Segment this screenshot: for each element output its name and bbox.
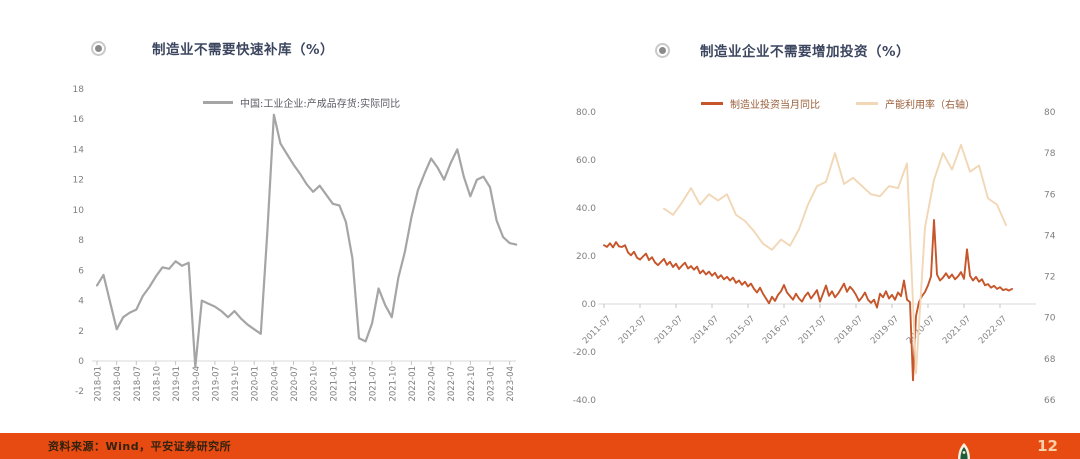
- invest-series-legend: 制造业投资当月同比: [701, 96, 820, 111]
- svg-text:2021-01: 2021-01: [329, 366, 339, 402]
- svg-text:2021-10: 2021-10: [388, 366, 398, 402]
- svg-text:72: 72: [1044, 273, 1055, 283]
- svg-text:74: 74: [1044, 231, 1056, 241]
- svg-text:12: 12: [73, 176, 84, 186]
- svg-text:2021-07: 2021-07: [941, 314, 973, 346]
- svg-text:2018-01: 2018-01: [94, 366, 104, 402]
- svg-text:2020-04: 2020-04: [270, 366, 280, 402]
- svg-text:2014-07: 2014-07: [689, 314, 721, 346]
- footer-bar: 资料来源：Wind，平安证券研究所 12: [0, 433, 1080, 459]
- svg-text:66: 66: [1044, 396, 1056, 406]
- svg-text:18: 18: [73, 85, 85, 95]
- svg-text:0: 0: [78, 357, 84, 367]
- svg-text:2: 2: [78, 327, 84, 337]
- svg-text:2020-01: 2020-01: [251, 366, 261, 402]
- left-chart-header: 制造业不需要快速补库（%）: [91, 38, 334, 58]
- right-chart-title: 制造业企业不需要增加投资（%）: [700, 44, 911, 60]
- svg-text:8: 8: [78, 236, 84, 246]
- svg-text:2022-07: 2022-07: [977, 314, 1009, 346]
- svg-text:2019-07: 2019-07: [211, 366, 221, 402]
- svg-text:2023-01: 2023-01: [487, 366, 497, 402]
- section-bullet-icon: [91, 40, 106, 56]
- svg-text:2019-10: 2019-10: [231, 366, 241, 402]
- svg-text:2021-07: 2021-07: [369, 366, 379, 402]
- section-bullet-icon: [655, 42, 670, 58]
- svg-text:2013-07: 2013-07: [653, 314, 685, 346]
- svg-text:78: 78: [1044, 149, 1056, 159]
- svg-text:70: 70: [1044, 314, 1056, 324]
- svg-text:2011-07: 2011-07: [581, 314, 613, 346]
- svg-text:80: 80: [1044, 108, 1056, 118]
- invest-series-swatch: [701, 102, 723, 105]
- svg-text:2018-04: 2018-04: [113, 366, 123, 402]
- svg-text:2022-10: 2022-10: [467, 366, 477, 402]
- capacity-series-label: 产能利用率（右轴）: [885, 100, 975, 111]
- svg-text:2023-04: 2023-04: [506, 366, 516, 402]
- svg-text:80.0: 80.0: [576, 108, 596, 118]
- svg-text:16: 16: [73, 115, 85, 125]
- svg-text:4: 4: [78, 297, 84, 307]
- inventory-series-label: 中国:工业企业:产成品存货:实际同比: [240, 99, 401, 110]
- svg-text:2020-07: 2020-07: [290, 366, 300, 402]
- svg-text:60.0: 60.0: [576, 156, 596, 166]
- svg-text:40.0: 40.0: [576, 204, 596, 214]
- invest-series-label: 制造业投资当月同比: [730, 100, 820, 111]
- pingan-logo-icon: [958, 443, 970, 459]
- svg-text:6: 6: [78, 266, 84, 276]
- svg-text:2019-07: 2019-07: [869, 314, 901, 346]
- svg-text:2022-01: 2022-01: [408, 366, 418, 402]
- svg-text:76: 76: [1044, 190, 1056, 200]
- page-number: 12: [1037, 437, 1058, 455]
- svg-text:2012-07: 2012-07: [617, 314, 649, 346]
- left-chart-title: 制造业不需要快速补库（%）: [152, 42, 335, 58]
- svg-text:2018-10: 2018-10: [152, 366, 162, 402]
- svg-text:2020-10: 2020-10: [310, 366, 320, 402]
- svg-text:2021-04: 2021-04: [349, 366, 359, 402]
- svg-text:2018-07: 2018-07: [133, 366, 143, 402]
- right-chart-header: 制造业企业不需要增加投资（%）: [655, 40, 910, 60]
- svg-text:2015-07: 2015-07: [725, 314, 757, 346]
- inventory-series-swatch: [203, 101, 233, 104]
- left-chart-legend: 中国:工业企业:产成品存货:实际同比: [203, 95, 400, 110]
- svg-text:2017-07: 2017-07: [797, 314, 829, 346]
- source-text: 资料来源：Wind，平安证券研究所: [48, 440, 232, 453]
- svg-text:-40.0: -40.0: [573, 396, 597, 406]
- capacity-series-swatch: [856, 102, 878, 105]
- svg-text:0.0: 0.0: [582, 300, 597, 310]
- svg-text:-2: -2: [75, 387, 84, 397]
- svg-text:14: 14: [73, 145, 85, 155]
- svg-text:2018-07: 2018-07: [833, 314, 865, 346]
- svg-text:68: 68: [1044, 355, 1056, 365]
- svg-text:2022-07: 2022-07: [447, 366, 457, 402]
- capacity-series-legend: 产能利用率（右轴）: [856, 96, 975, 111]
- svg-text:-20.0: -20.0: [573, 348, 597, 358]
- svg-text:2016-07: 2016-07: [761, 314, 793, 346]
- svg-text:20.0: 20.0: [576, 252, 596, 262]
- svg-text:10: 10: [73, 206, 85, 216]
- svg-text:2019-04: 2019-04: [192, 366, 202, 402]
- svg-text:2019-01: 2019-01: [172, 366, 182, 402]
- svg-text:2022-04: 2022-04: [428, 366, 438, 402]
